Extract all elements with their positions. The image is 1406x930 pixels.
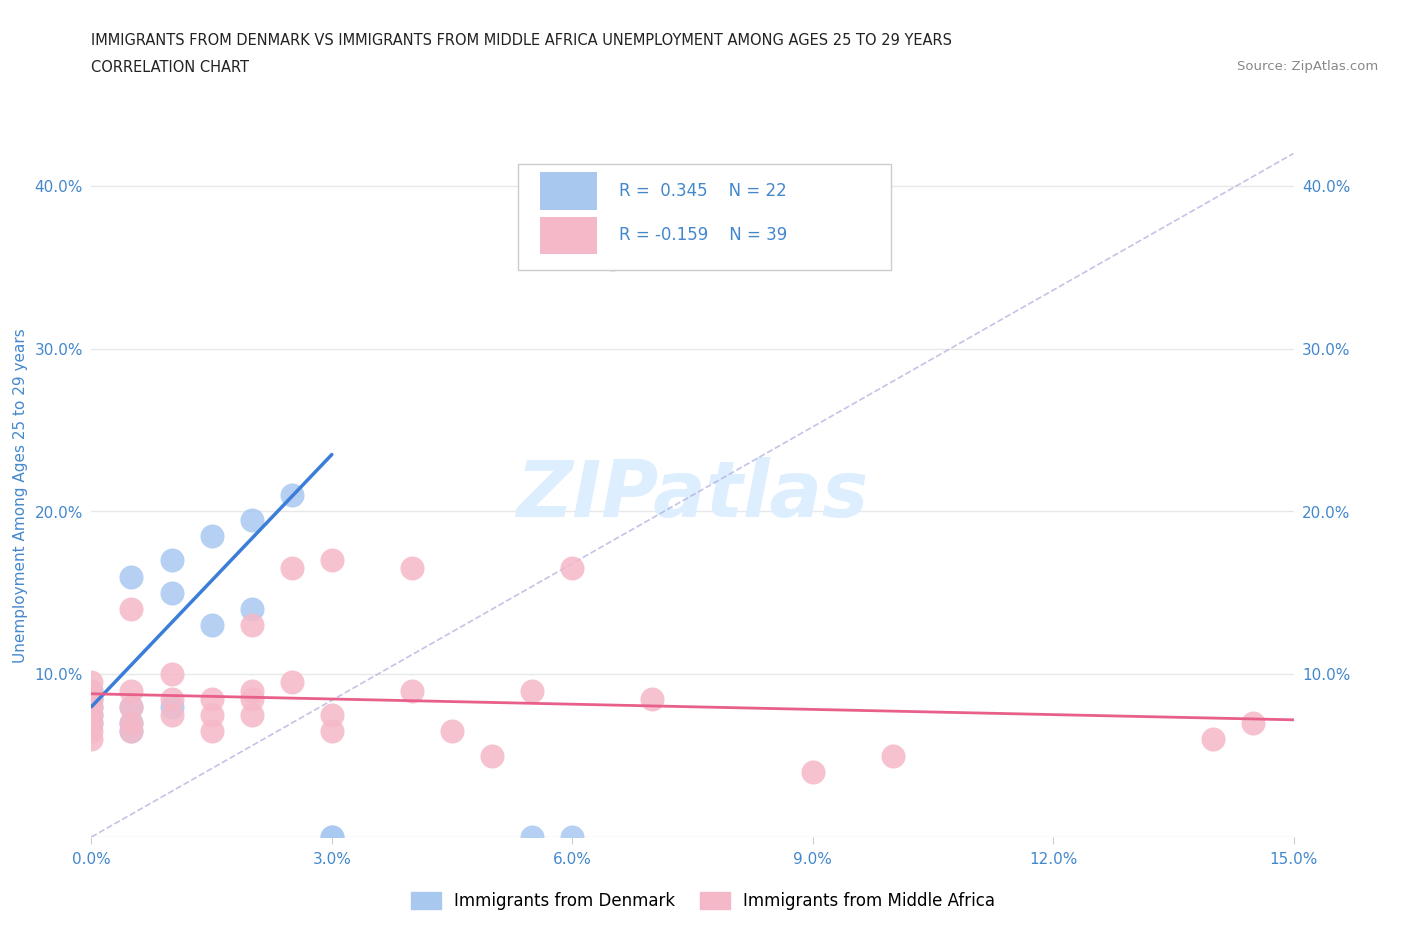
Point bbox=[401, 684, 423, 698]
Point bbox=[321, 830, 343, 844]
Point bbox=[440, 724, 463, 738]
Point bbox=[561, 830, 583, 844]
Point bbox=[240, 708, 263, 723]
Point bbox=[201, 708, 224, 723]
Point bbox=[522, 830, 544, 844]
Point bbox=[121, 569, 143, 584]
Point bbox=[281, 488, 304, 503]
Point bbox=[240, 618, 263, 633]
Point bbox=[602, 252, 624, 267]
Point bbox=[121, 699, 143, 714]
Point bbox=[160, 667, 183, 682]
Point bbox=[1243, 716, 1265, 731]
Point bbox=[80, 684, 103, 698]
Point bbox=[160, 691, 183, 706]
Point bbox=[481, 748, 503, 763]
Point bbox=[321, 830, 343, 844]
Y-axis label: Unemployment Among Ages 25 to 29 years: Unemployment Among Ages 25 to 29 years bbox=[13, 328, 28, 662]
FancyBboxPatch shape bbox=[519, 164, 891, 270]
Text: IMMIGRANTS FROM DENMARK VS IMMIGRANTS FROM MIDDLE AFRICA UNEMPLOYMENT AMONG AGES: IMMIGRANTS FROM DENMARK VS IMMIGRANTS FR… bbox=[91, 33, 952, 47]
Point bbox=[80, 691, 103, 706]
Point bbox=[321, 553, 343, 568]
Point bbox=[80, 708, 103, 723]
Legend: Immigrants from Denmark, Immigrants from Middle Africa: Immigrants from Denmark, Immigrants from… bbox=[404, 885, 1002, 917]
Point bbox=[321, 708, 343, 723]
Text: Source: ZipAtlas.com: Source: ZipAtlas.com bbox=[1237, 60, 1378, 73]
Point bbox=[641, 691, 664, 706]
Point bbox=[80, 724, 103, 738]
Point bbox=[561, 561, 583, 576]
Bar bbox=[540, 217, 598, 254]
Point bbox=[80, 699, 103, 714]
Point bbox=[121, 724, 143, 738]
Point bbox=[80, 716, 103, 731]
Text: R = -0.159    N = 39: R = -0.159 N = 39 bbox=[619, 227, 787, 245]
Point bbox=[1202, 732, 1225, 747]
Text: CORRELATION CHART: CORRELATION CHART bbox=[91, 60, 249, 75]
Point bbox=[281, 561, 304, 576]
Point bbox=[201, 724, 224, 738]
Point bbox=[401, 561, 423, 576]
Point bbox=[882, 748, 904, 763]
Point bbox=[121, 602, 143, 617]
Point bbox=[281, 675, 304, 690]
Text: R =  0.345    N = 22: R = 0.345 N = 22 bbox=[619, 182, 787, 200]
Point bbox=[240, 691, 263, 706]
Point bbox=[80, 708, 103, 723]
Point bbox=[240, 512, 263, 527]
Point bbox=[121, 724, 143, 738]
Point bbox=[160, 699, 183, 714]
Point bbox=[240, 602, 263, 617]
Point bbox=[201, 618, 224, 633]
Point bbox=[160, 708, 183, 723]
Bar bbox=[540, 172, 598, 210]
Point bbox=[80, 716, 103, 731]
Point bbox=[801, 764, 824, 779]
Point bbox=[160, 553, 183, 568]
Point bbox=[522, 684, 544, 698]
Point bbox=[240, 684, 263, 698]
Point bbox=[121, 716, 143, 731]
Point bbox=[121, 716, 143, 731]
Text: ZIPatlas: ZIPatlas bbox=[516, 458, 869, 533]
Point bbox=[121, 699, 143, 714]
Point bbox=[80, 684, 103, 698]
Point bbox=[121, 684, 143, 698]
Point bbox=[80, 699, 103, 714]
Point bbox=[201, 528, 224, 543]
Point bbox=[160, 586, 183, 601]
Point bbox=[201, 691, 224, 706]
Point bbox=[80, 732, 103, 747]
Point bbox=[321, 724, 343, 738]
Point bbox=[80, 675, 103, 690]
Point bbox=[80, 691, 103, 706]
